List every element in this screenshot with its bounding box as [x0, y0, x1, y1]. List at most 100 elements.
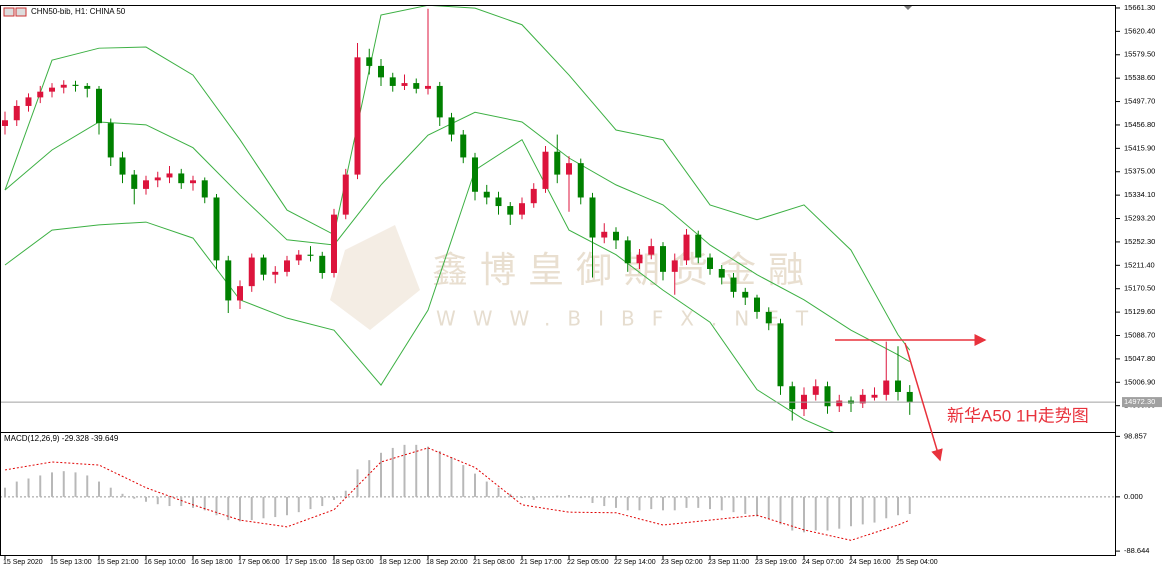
bollinger-middle — [4, 111, 911, 363]
y-tick-label: 15497.70 — [1124, 97, 1155, 106]
candle-body — [895, 380, 901, 392]
candle-body — [413, 83, 420, 89]
candle-body — [765, 311, 772, 324]
candle-body — [178, 173, 185, 184]
candle-body — [483, 191, 490, 198]
candle-body — [613, 231, 619, 241]
candle-body — [648, 246, 655, 255]
candle-body — [777, 323, 784, 387]
y-tick-label: 15620.40 — [1124, 26, 1155, 35]
candle-body — [378, 65, 384, 78]
candle-body — [425, 85, 431, 89]
watermark-url: WWW.BIBFX.NET — [436, 307, 825, 331]
x-tick-label: 24 Sep 07:00 — [802, 559, 844, 566]
x-tick-label: 21 Sep 08:00 — [473, 559, 515, 566]
candle-body — [636, 254, 643, 264]
macd-tick-label: 0.000 — [1124, 492, 1143, 501]
y-tick-label: 15661.30 — [1124, 3, 1155, 12]
candle-body — [448, 117, 455, 135]
candle-body — [589, 197, 596, 238]
x-tick-label: 15 Sep 21:00 — [97, 559, 139, 566]
candle-body — [530, 188, 537, 204]
y-tick-label: 15456.80 — [1124, 120, 1155, 129]
candle-body — [754, 297, 760, 312]
shift-marker — [904, 6, 912, 10]
candle-body — [507, 206, 514, 215]
candle-body — [72, 84, 79, 86]
x-tick-label: 22 Sep 14:00 — [614, 559, 656, 566]
last-price-label: 14972.30 — [1124, 397, 1155, 406]
watermark-logo — [330, 225, 420, 330]
candle-body — [789, 386, 796, 410]
x-tick-label: 17 Sep 06:00 — [238, 559, 280, 566]
candle-body — [96, 88, 102, 124]
x-tick-label: 23 Sep 19:00 — [755, 559, 797, 566]
x-tick-label: 15 Sep 13:00 — [50, 559, 92, 566]
annotation: 新华A50 1H走势图 — [947, 406, 1089, 425]
candle-body — [624, 240, 631, 264]
candle-body — [495, 197, 502, 207]
y-tick-label: 15088.70 — [1124, 330, 1155, 339]
candle-body — [213, 197, 220, 261]
candle-body — [284, 260, 290, 272]
candle-body — [671, 260, 678, 272]
price-plot — [1, 5, 1115, 432]
y-tick-label: 15375.00 — [1124, 167, 1155, 176]
y-tick-label: 15293.20 — [1124, 214, 1155, 223]
macd-signal — [4, 447, 910, 541]
candle-body — [190, 180, 196, 184]
candle-body — [295, 254, 302, 261]
x-tick-label: 17 Sep 15:00 — [285, 559, 327, 566]
candle-body — [707, 257, 713, 269]
x-tick-label: 24 Sep 16:00 — [849, 559, 891, 566]
candle-body — [366, 57, 373, 66]
arrow — [904, 342, 943, 462]
candle-body — [60, 84, 67, 88]
candle-body — [25, 97, 32, 106]
x-tick-label: 23 Sep 02:00 — [661, 559, 703, 566]
last-price-box — [1122, 397, 1162, 408]
chart-icon — [15, 7, 27, 17]
candle-body — [742, 291, 749, 298]
candle-body — [730, 277, 737, 292]
candle-body — [566, 163, 572, 175]
candle-body — [201, 180, 208, 198]
candle-body — [683, 234, 690, 261]
candle-body — [859, 394, 866, 404]
candle-body — [13, 105, 20, 121]
candle-body — [37, 91, 44, 98]
watermark: 鑫博皇御期货金融 WWW.BIBFX.NET — [330, 225, 825, 331]
y-tick-label: 15538.60 — [1124, 73, 1155, 82]
candle-body — [260, 257, 267, 275]
x-tick-label: 21 Sep 17:00 — [520, 559, 562, 566]
candle-body — [354, 57, 361, 175]
y-tick-label: 15415.90 — [1124, 143, 1155, 152]
candle-body — [319, 255, 326, 273]
y-tick-label: 15579.50 — [1124, 50, 1155, 59]
candle-body — [695, 234, 702, 258]
candle-body — [331, 214, 337, 273]
bollinger-upper — [4, 5, 911, 351]
candle-body — [824, 386, 831, 407]
candle-body — [401, 83, 408, 86]
macd-plot — [1, 444, 1115, 541]
candle-body — [601, 231, 608, 238]
candle-body — [906, 391, 913, 403]
candle-body — [577, 163, 584, 198]
y-tick-label: 15211.40 — [1124, 260, 1155, 269]
y-tick-label: 15252.30 — [1124, 237, 1155, 246]
candle-body — [519, 203, 525, 215]
watermark-title: 鑫博皇御期货金融 — [432, 250, 816, 291]
candle-body — [143, 180, 149, 189]
chart-icon — [3, 7, 15, 17]
chart-title: CHN50-bib, H1: CHINA 50 — [31, 7, 126, 16]
candle-body — [342, 174, 349, 215]
x-tick-label: 18 Sep 03:00 — [332, 559, 374, 566]
y-tick-label: 15047.80 — [1124, 354, 1155, 363]
macd-frame — [0, 432, 1116, 556]
candle-body — [871, 394, 878, 398]
candle-body — [542, 151, 549, 189]
candle-body — [307, 254, 314, 256]
